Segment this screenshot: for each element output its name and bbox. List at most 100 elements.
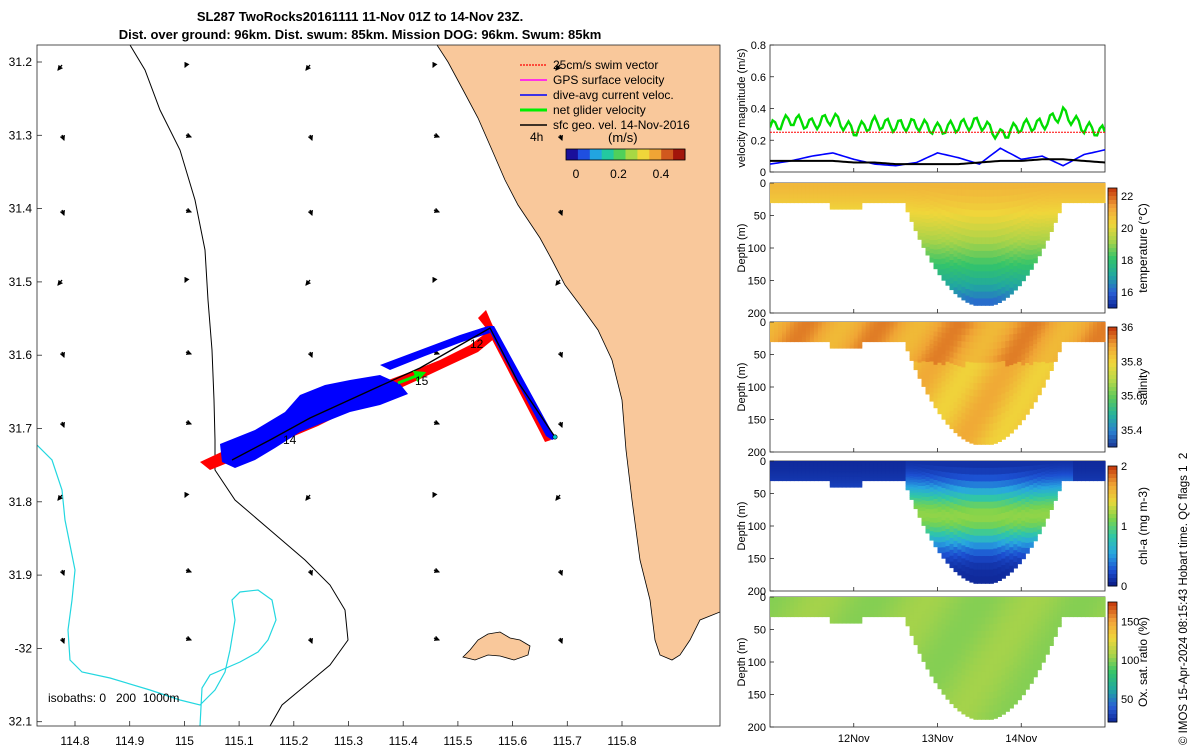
- section-cell: [833, 339, 839, 342]
- section-cell: [1009, 232, 1014, 240]
- section-cell: [1097, 326, 1102, 328]
- section-cell: [897, 472, 903, 475]
- section-cell: [782, 340, 787, 343]
- section-cell: [797, 191, 803, 194]
- section-cell: [993, 189, 998, 197]
- section-cell: [929, 218, 935, 224]
- section-cell: [1081, 189, 1086, 192]
- section-cell: [1045, 350, 1050, 355]
- section-cell: [805, 189, 811, 192]
- section-cell: [1029, 465, 1034, 472]
- section-cell: [1101, 188, 1106, 191]
- section-cell: [1057, 484, 1062, 487]
- section-cell: [977, 335, 982, 343]
- section-cell: [786, 604, 791, 607]
- section-cell: [782, 192, 787, 195]
- section-cell: [857, 469, 863, 472]
- section-cell: [1049, 226, 1054, 230]
- section-cell: [945, 540, 951, 547]
- section-cell: [945, 333, 951, 340]
- section-cell: [941, 343, 947, 350]
- section-cell: [941, 354, 947, 361]
- section-cell: [770, 329, 775, 332]
- section-cell: [1013, 532, 1018, 539]
- section-colorbar-tick-label: 18: [1121, 255, 1133, 267]
- section-cell: [925, 215, 931, 220]
- section-cell: [1001, 274, 1006, 282]
- section-cell: [989, 494, 994, 503]
- section-colorbar-step: [1108, 351, 1117, 356]
- section-cell: [1053, 356, 1058, 360]
- section-cell: [1085, 191, 1090, 194]
- section-cell: [774, 339, 779, 341]
- section-cell: [1005, 214, 1010, 222]
- section-cell: [933, 518, 939, 524]
- section-cell: [877, 187, 883, 189]
- section-cell: [877, 477, 883, 479]
- section-cell: [829, 335, 835, 337]
- section-cell: [809, 477, 815, 479]
- section-cell: [1017, 257, 1022, 264]
- section-cell: [885, 198, 891, 200]
- section-cell: [901, 466, 907, 469]
- section-cell: [1029, 489, 1034, 496]
- section-cell: [973, 257, 978, 266]
- section-cell: [797, 602, 803, 605]
- section-cell: [1097, 189, 1102, 192]
- section-cell: [993, 297, 998, 305]
- section-cell: [957, 214, 962, 222]
- section-cell: [782, 200, 787, 202]
- section-cell: [929, 487, 935, 493]
- section-cell: [953, 401, 959, 409]
- section-colorbar-step: [1108, 220, 1117, 225]
- section-cell: [774, 199, 779, 201]
- section-cell: [853, 196, 859, 198]
- section-cell: [1041, 350, 1046, 356]
- section-cell: [770, 323, 775, 325]
- section-cell: [965, 275, 970, 283]
- section-cell: [1057, 204, 1062, 207]
- section-cell: [917, 501, 923, 506]
- section-cell: [929, 357, 935, 363]
- section-cell: [897, 335, 903, 337]
- section-cell: [985, 549, 990, 557]
- section-cell: [913, 183, 919, 187]
- section-cell: [786, 196, 791, 198]
- section-cell: [813, 187, 819, 189]
- section-cell: [889, 183, 895, 185]
- section-cell: [1077, 336, 1082, 338]
- section-cell: [1089, 477, 1094, 479]
- section-cell: [933, 254, 939, 260]
- section-cell: [1061, 200, 1066, 202]
- section-cell: [953, 491, 959, 499]
- section-cell: [1093, 327, 1098, 330]
- section-cell: [1069, 340, 1074, 343]
- section-cell: [1037, 239, 1042, 245]
- section-cell: [1041, 358, 1046, 363]
- section-cell: [933, 240, 939, 246]
- section-cell: [997, 428, 1002, 436]
- section-cell: [905, 184, 911, 187]
- section-cell: [957, 252, 962, 260]
- section-cell: [1065, 187, 1070, 189]
- section-cell: [778, 462, 783, 464]
- section-cell: [1049, 335, 1054, 339]
- section-cell: [905, 342, 911, 345]
- velocity-y-tick-label: 0.4: [751, 104, 766, 116]
- section-cell: [1053, 322, 1058, 325]
- section-cell: [921, 521, 927, 526]
- depth-tick-label: 200: [748, 586, 766, 598]
- isobath-1000m: [37, 444, 277, 726]
- section-cell: [889, 192, 895, 195]
- section-cell: [1009, 559, 1014, 567]
- section-cell: [929, 482, 935, 488]
- section-cell: [969, 348, 974, 357]
- section-cell: [793, 187, 799, 189]
- section-cell: [1085, 198, 1090, 200]
- section-cell: [893, 333, 899, 336]
- section-cell: [1073, 193, 1078, 196]
- section-cell: [1041, 376, 1046, 381]
- section-cell: [993, 548, 998, 556]
- section-cell: [793, 471, 799, 474]
- section-cell: [1029, 537, 1034, 543]
